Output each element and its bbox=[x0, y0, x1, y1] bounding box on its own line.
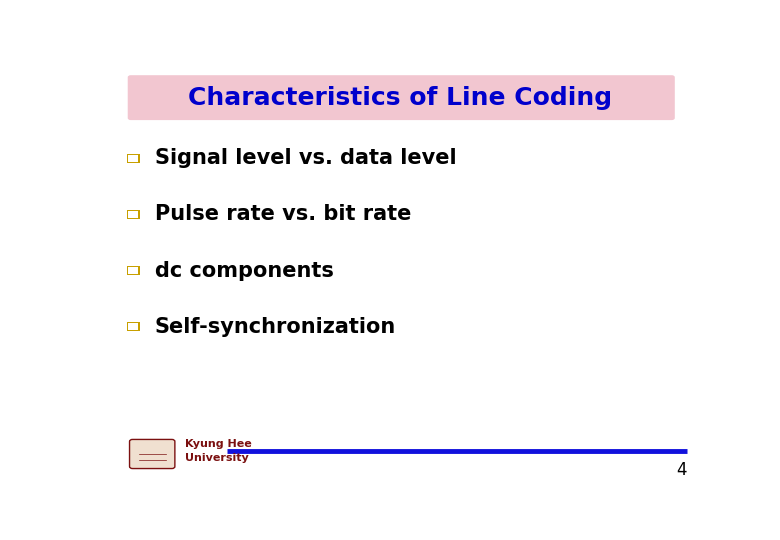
Text: Self-synchronization: Self-synchronization bbox=[155, 317, 396, 337]
Text: dc components: dc components bbox=[155, 261, 334, 281]
FancyBboxPatch shape bbox=[128, 211, 138, 218]
Text: Signal level vs. data level: Signal level vs. data level bbox=[155, 148, 456, 168]
FancyBboxPatch shape bbox=[128, 267, 138, 274]
Text: 4: 4 bbox=[676, 461, 687, 479]
Text: University: University bbox=[185, 453, 249, 463]
Text: Pulse rate vs. bit rate: Pulse rate vs. bit rate bbox=[155, 205, 411, 225]
FancyBboxPatch shape bbox=[126, 210, 140, 219]
FancyBboxPatch shape bbox=[128, 323, 138, 330]
FancyBboxPatch shape bbox=[126, 322, 140, 332]
FancyBboxPatch shape bbox=[128, 155, 138, 162]
Text: Characteristics of Line Coding: Characteristics of Line Coding bbox=[188, 86, 612, 110]
FancyBboxPatch shape bbox=[129, 440, 175, 469]
FancyBboxPatch shape bbox=[126, 154, 140, 163]
FancyBboxPatch shape bbox=[128, 75, 675, 120]
FancyBboxPatch shape bbox=[126, 266, 140, 275]
Text: Kyung Hee: Kyung Hee bbox=[185, 438, 252, 449]
